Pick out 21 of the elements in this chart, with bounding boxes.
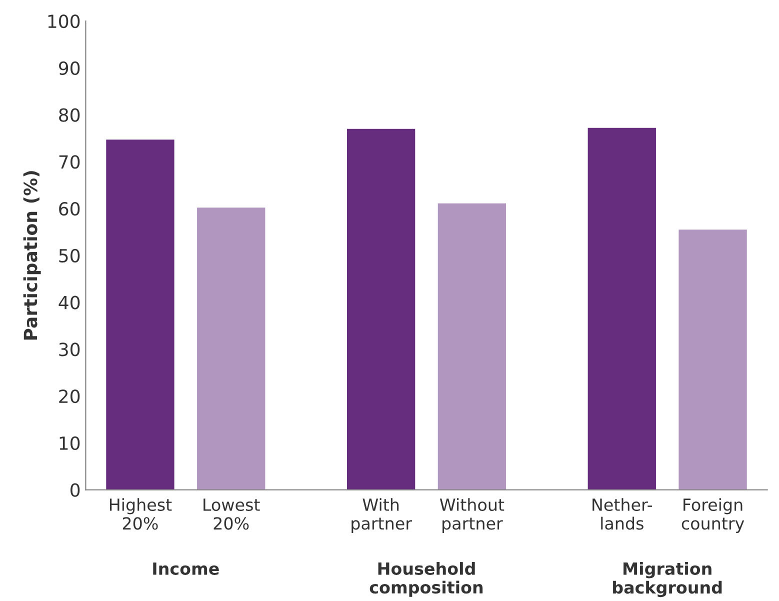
x-tick-label: Lowest 20% xyxy=(204,498,260,530)
y-tick-label: 50 xyxy=(59,248,80,263)
y-tick-label: 80 xyxy=(59,108,80,122)
y-tick-label: 30 xyxy=(59,342,80,356)
y-axis-title: Participation (%) xyxy=(23,171,41,340)
y-tick-label: 20 xyxy=(59,390,80,404)
text: Income xyxy=(153,562,219,575)
y-tick-label: 70 xyxy=(59,155,80,169)
y-tick-label: 0 xyxy=(70,483,80,497)
y-tick-label: 60 xyxy=(59,202,80,216)
text: Household composition xyxy=(370,562,483,597)
x-tick-label: Nether- lands xyxy=(592,498,652,530)
y-tick-label: 10 xyxy=(60,436,80,450)
x-tick-label: Highest 20% xyxy=(110,498,172,530)
y-tick-label: 90 xyxy=(58,61,80,76)
x-tick-label: Foreign country xyxy=(682,498,744,533)
y-tick-label: 40 xyxy=(58,296,80,310)
y-tick-label: 100 xyxy=(48,14,80,28)
text: Migration background xyxy=(613,562,722,598)
x-tick-label: Without partner xyxy=(440,498,504,533)
x-tick-label: With partner xyxy=(352,498,412,533)
